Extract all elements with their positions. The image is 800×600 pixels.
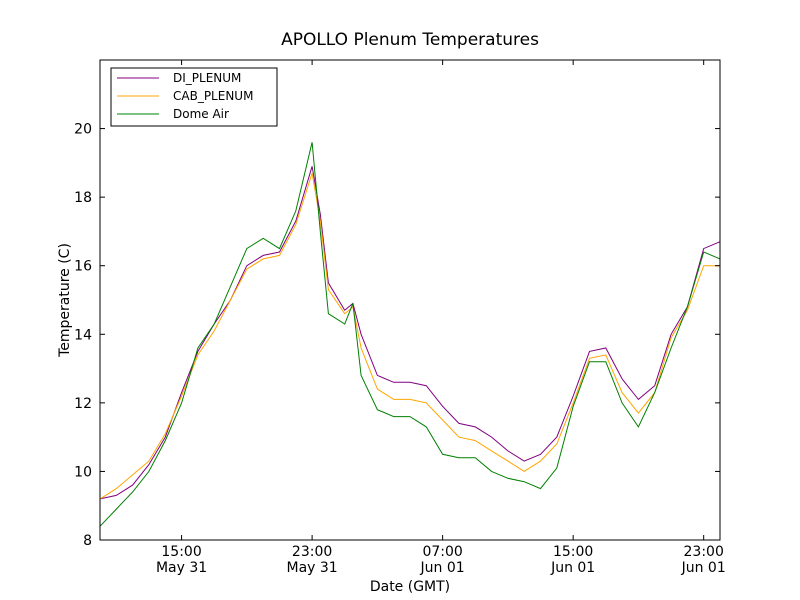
series-line-di-plenum: [99, 166, 721, 500]
legend-entry-label: Dome Air: [173, 107, 229, 121]
y-tick-label: 16: [74, 259, 92, 275]
x-axis-label: Date (GMT): [370, 579, 450, 595]
x-tick-time-label: 07:00: [422, 544, 462, 560]
x-tick-time-label: 23:00: [292, 544, 332, 560]
chart-title: APOLLO Plenum Temperatures: [281, 30, 539, 50]
y-axis: 8 10 12 14 16 18 20: [74, 122, 720, 549]
x-tick-time-label: 15:00: [553, 544, 593, 560]
plot-frame: [99, 59, 721, 541]
y-tick-label: 10: [74, 464, 92, 480]
y-tick-label: 8: [83, 533, 92, 549]
y-axis-label: Temperature (C): [57, 243, 73, 358]
series-line-cab-plenum: [99, 172, 720, 500]
y-tick-label: 18: [74, 190, 92, 206]
legend-entry-label: DI_PLENUM: [173, 71, 241, 85]
x-tick-date-label: Jun 01: [420, 560, 465, 576]
series-layer: [99, 142, 721, 527]
x-tick-date-label: May 31: [286, 560, 337, 576]
y-tick-label: 20: [74, 122, 92, 138]
series-line-dome-air: [99, 142, 721, 527]
x-tick-date-label: Jun 01: [681, 560, 726, 576]
plot-area: [100, 60, 720, 540]
x-tick-time-label: 23:00: [684, 544, 724, 560]
x-tick-date-label: Jun 01: [550, 560, 595, 576]
legend-entry-label: CAB_PLENUM: [173, 89, 253, 103]
y-tick-label: 12: [74, 396, 92, 412]
legend: DI_PLENUM CAB_PLENUM Dome Air: [110, 67, 278, 127]
x-tick-date-label: May 31: [156, 560, 207, 576]
x-tick-time-label: 15:00: [161, 544, 201, 560]
y-tick-label: 14: [74, 327, 92, 343]
